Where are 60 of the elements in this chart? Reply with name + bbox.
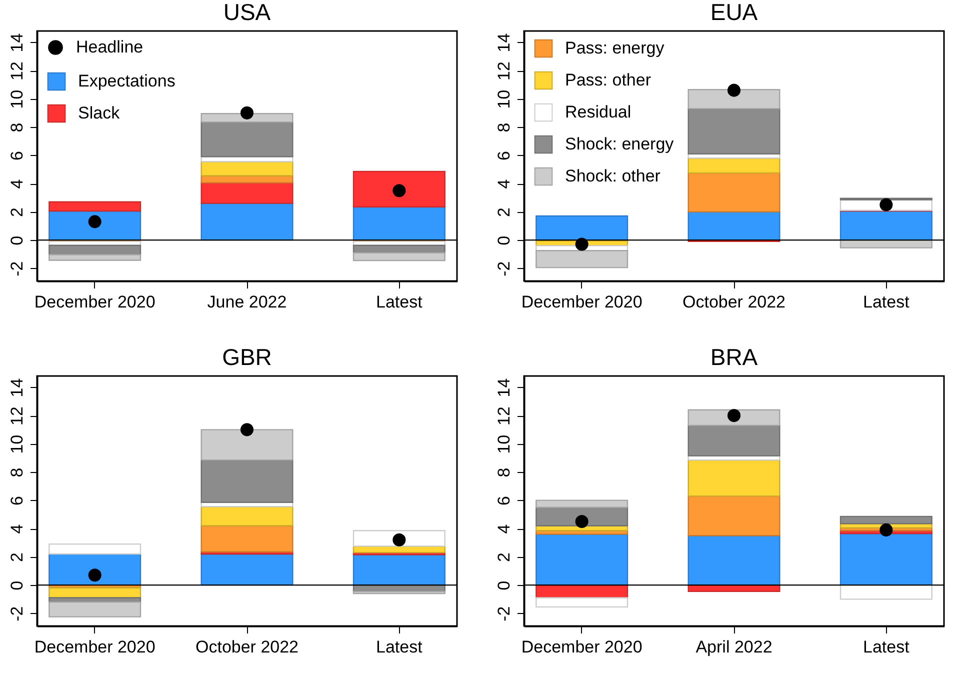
legend-label: Shock: other: [565, 166, 661, 186]
y-tick-label: 10: [8, 434, 26, 454]
y-tick-label: 4: [8, 524, 26, 534]
y-tick-label: 10: [494, 434, 514, 454]
y-tick-label: 0: [8, 580, 26, 590]
y-tick-label: 8: [8, 122, 26, 132]
x-tick-label: Latest: [863, 292, 910, 312]
legend-label: Residual: [565, 102, 632, 122]
y-tick-label: 4: [494, 524, 514, 534]
x-tick-label: Latest: [376, 638, 423, 656]
y-tick-label: -2: [8, 606, 26, 622]
x-tick-label: December 2020: [34, 292, 156, 312]
y-tick-label: 14: [494, 33, 514, 52]
legend-label: Shock: energy: [565, 134, 674, 154]
x-tick-label: April 2022: [696, 638, 772, 656]
y-tick-label: 12: [8, 406, 26, 426]
y-tick-label: 4: [494, 179, 514, 189]
y-tick-label: -2: [494, 606, 514, 622]
legend-label: Slack: [78, 104, 120, 122]
y-tick-label: 8: [8, 468, 26, 478]
chart-title: EUA: [710, 0, 758, 25]
y-tick-label: 4: [8, 179, 26, 189]
y-tick-label: 14: [8, 33, 26, 52]
chart-title: GBR: [222, 344, 272, 370]
y-tick-label: 8: [494, 468, 514, 478]
x-tick-label: December 2020: [521, 638, 642, 656]
y-tick-label: 14: [494, 378, 514, 398]
x-tick-label: Latest: [376, 292, 423, 312]
x-tick-label: December 2020: [521, 292, 642, 312]
x-tick-label: October 2022: [195, 638, 299, 656]
y-tick-label: 2: [494, 208, 514, 218]
x-tick-label: October 2022: [682, 292, 786, 312]
y-tick-label: 12: [8, 62, 26, 81]
y-tick-label: 0: [494, 236, 514, 246]
y-tick-label: 14: [8, 378, 26, 398]
y-tick-label: -2: [8, 261, 26, 276]
y-tick-label: 2: [494, 552, 514, 562]
y-tick-label: 6: [8, 151, 26, 161]
y-tick-label: 12: [494, 62, 514, 81]
legend-label: Pass: other: [565, 70, 652, 90]
x-tick-label: Latest: [863, 638, 910, 656]
chart-title: USA: [223, 0, 272, 25]
y-tick-label: 12: [494, 406, 514, 426]
legend-label: Expectations: [78, 72, 176, 90]
x-tick-label: December 2020: [34, 638, 156, 656]
y-tick-label: 0: [8, 236, 26, 246]
legend-label: Headline: [76, 38, 144, 56]
y-tick-label: 2: [8, 208, 26, 218]
y-tick-label: 10: [8, 90, 26, 109]
y-tick-label: 0: [494, 580, 514, 590]
y-tick-label: 8: [494, 122, 514, 132]
y-tick-label: 6: [494, 151, 514, 161]
y-tick-label: -2: [494, 261, 514, 276]
y-tick-label: 2: [8, 552, 26, 562]
y-tick-label: 6: [8, 496, 26, 506]
chart-title: BRA: [710, 344, 758, 370]
y-tick-label: 10: [494, 90, 514, 109]
y-tick-label: 6: [494, 496, 514, 506]
legend-label: Pass: energy: [565, 38, 665, 58]
x-tick-label: June 2022: [207, 292, 287, 312]
